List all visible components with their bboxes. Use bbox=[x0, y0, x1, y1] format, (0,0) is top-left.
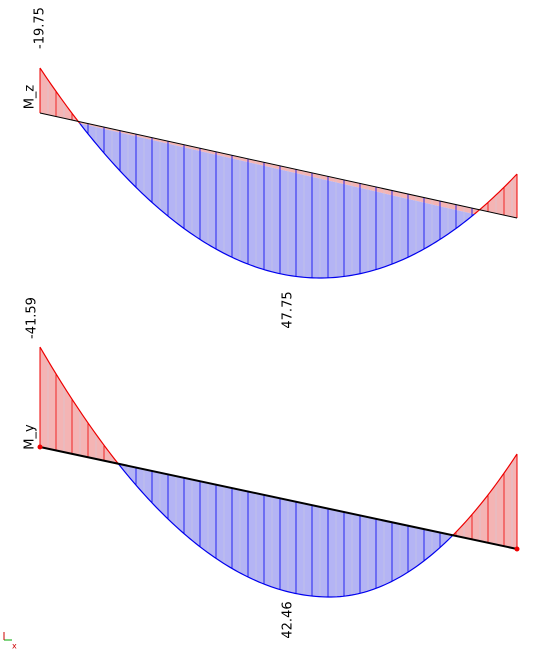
max-label: 42.46 bbox=[281, 601, 296, 638]
min-label: -19.75 bbox=[33, 7, 48, 49]
curve-positive bbox=[39, 105, 518, 279]
positive-area bbox=[40, 439, 517, 597]
max-label: 47.75 bbox=[281, 291, 296, 328]
curve-positive bbox=[39, 439, 518, 598]
positive-area bbox=[40, 105, 517, 278]
axis-x: x bbox=[12, 642, 17, 651]
beam bbox=[39, 446, 518, 550]
node bbox=[514, 546, 520, 552]
diagram-label: M_y bbox=[23, 424, 38, 450]
beam bbox=[39, 112, 518, 219]
axis-icon: x bbox=[3, 632, 17, 651]
min-label: -41.59 bbox=[25, 297, 40, 339]
diagram-label: M_z bbox=[23, 85, 38, 110]
node bbox=[37, 444, 43, 450]
